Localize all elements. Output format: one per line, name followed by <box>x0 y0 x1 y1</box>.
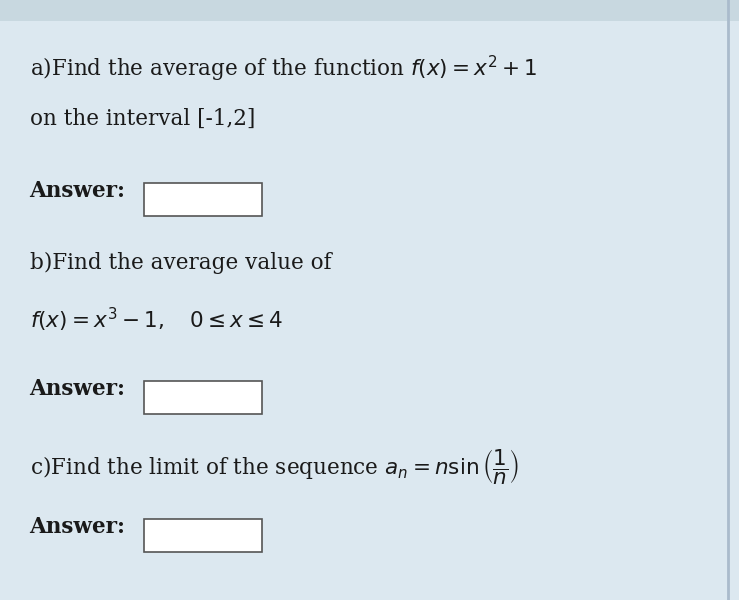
Text: Answer:: Answer: <box>30 180 126 202</box>
FancyBboxPatch shape <box>144 519 262 552</box>
FancyBboxPatch shape <box>144 381 262 414</box>
Text: Answer:: Answer: <box>30 516 126 538</box>
Text: $f(x)= x^3-1, \quad 0 \leq x \leq 4$: $f(x)= x^3-1, \quad 0 \leq x \leq 4$ <box>30 306 282 334</box>
FancyBboxPatch shape <box>0 0 739 21</box>
Text: b)Find the average value of: b)Find the average value of <box>30 252 331 274</box>
Text: a)Find the average of the function $f(x)= x^2+1$: a)Find the average of the function $f(x)… <box>30 54 537 84</box>
Text: on the interval [-1,2]: on the interval [-1,2] <box>30 108 255 130</box>
Text: c)Find the limit of the sequence $a_n = n\sin\left(\dfrac{1}{n}\right)$: c)Find the limit of the sequence $a_n = … <box>30 447 519 486</box>
Text: Answer:: Answer: <box>30 378 126 400</box>
FancyBboxPatch shape <box>144 183 262 216</box>
